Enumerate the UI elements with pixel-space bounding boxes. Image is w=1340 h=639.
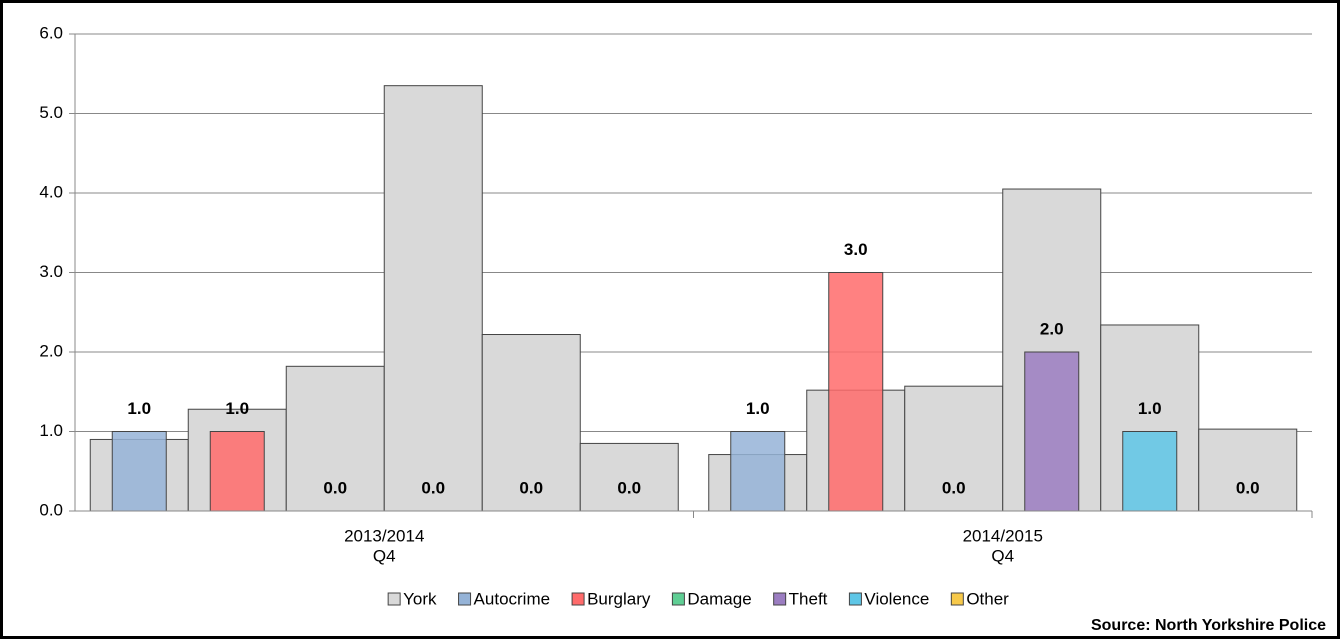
york-bar <box>481 334 581 512</box>
value-label: 2.0 <box>1040 319 1064 338</box>
bar <box>1024 351 1080 512</box>
legend-swatch <box>773 592 787 606</box>
y-tick-label: 5.0 <box>39 103 63 122</box>
bar <box>730 431 786 512</box>
value-label: 0.0 <box>942 478 966 497</box>
value-label: 1.0 <box>746 399 770 418</box>
york-bar <box>579 442 679 512</box>
x-tick-label: Q4 <box>991 546 1014 565</box>
york-bar <box>904 385 1004 512</box>
y-tick-label: 2.0 <box>39 341 63 360</box>
york-bar <box>1198 428 1298 512</box>
legend-swatch <box>458 592 472 606</box>
legend-swatch <box>950 592 964 606</box>
y-tick-label: 1.0 <box>39 421 63 440</box>
value-label: 0.0 <box>421 478 445 497</box>
value-label: 1.0 <box>225 399 249 418</box>
legend-label: Theft <box>789 589 828 608</box>
value-label: 0.0 <box>323 478 347 497</box>
legend: York Autocrime Burglary Damage Theft Violence… <box>387 589 1009 608</box>
y-tick-label: 3.0 <box>39 262 63 281</box>
legend-label: Autocrime <box>474 589 551 608</box>
york-bar <box>285 365 385 512</box>
y-tick-label: 4.0 <box>39 182 63 201</box>
x-tick-label: 2014/2015 <box>963 526 1043 545</box>
legend-label: Damage <box>687 589 751 608</box>
source: Source: North Yorkshire Police <box>1091 617 1326 634</box>
value-label: 3.0 <box>844 240 868 259</box>
york-bar <box>383 85 483 512</box>
legend-swatch <box>671 592 685 606</box>
legend-swatch <box>848 592 862 606</box>
legend-swatch <box>387 592 401 606</box>
y-tick-label: 6.0 <box>39 23 63 42</box>
value-label: 1.0 <box>127 399 151 418</box>
x-tick-label: 2013/2014 <box>344 526 424 545</box>
legend-label: Other <box>966 589 1009 608</box>
value-label: 0.0 <box>617 478 641 497</box>
value-label: 0.0 <box>519 478 543 497</box>
legend-label: Violence <box>864 589 929 608</box>
bar <box>209 431 265 512</box>
y-tick-label: 0.0 <box>39 500 63 519</box>
legend-swatch <box>571 592 585 606</box>
legend-label: York <box>403 589 437 608</box>
bar <box>1122 431 1178 512</box>
value-label: 1.0 <box>1138 399 1162 418</box>
value-label: 0.0 <box>1236 478 1260 497</box>
bar <box>111 431 167 512</box>
legend-label: Burglary <box>587 589 651 608</box>
bar <box>828 272 884 512</box>
x-tick-label: Q4 <box>373 546 396 565</box>
